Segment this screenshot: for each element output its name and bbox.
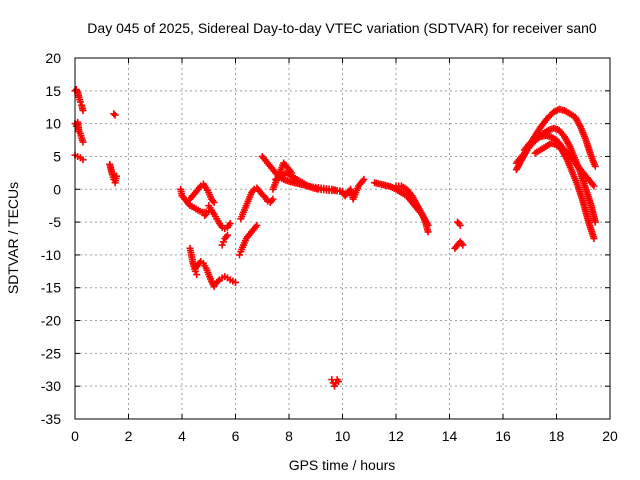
data-point <box>226 219 234 227</box>
y-tick-label: -25 <box>41 345 61 361</box>
y-tick-label: -5 <box>49 214 62 230</box>
x-tick-label: 4 <box>178 428 186 444</box>
y-tick-label: 15 <box>45 83 61 99</box>
y-tick-label: -10 <box>41 247 61 263</box>
y-tick-label: 0 <box>53 181 61 197</box>
x-tick-label: 14 <box>442 428 458 444</box>
y-tick-label: -20 <box>41 313 61 329</box>
x-tick-label: 2 <box>125 428 133 444</box>
data-point <box>424 228 432 236</box>
data-point <box>268 197 276 205</box>
data-point <box>459 241 467 249</box>
data-point <box>202 210 210 218</box>
x-tick-label: 8 <box>285 428 293 444</box>
data-point <box>79 138 87 146</box>
axis-ticks: 0 2 4 6 8 10 12 14 16 18 20 20 15 10 5 0 -5 -10 -15 -20 -25 -… <box>41 50 618 444</box>
data-point <box>590 182 598 190</box>
data-point <box>79 156 87 164</box>
data-point <box>236 251 244 259</box>
x-axis-label: GPS time / hours <box>289 457 396 473</box>
data-point <box>232 278 239 286</box>
y-tick-label: 5 <box>53 148 61 164</box>
data-point <box>110 110 118 118</box>
y-tick-label: 10 <box>45 116 61 132</box>
plot-frame <box>74 57 611 420</box>
chart-title: Day 045 of 2025, Sidereal Day-to-day VTE… <box>87 20 597 36</box>
data-point <box>219 238 227 246</box>
data-point <box>253 221 261 229</box>
x-tick-label: 10 <box>335 428 351 444</box>
data-point <box>591 162 599 170</box>
x-tick-label: 12 <box>388 428 404 444</box>
data-point <box>214 277 222 285</box>
x-tick-label: 18 <box>549 428 565 444</box>
y-tick-label: -35 <box>41 411 61 427</box>
x-tick-label: 16 <box>495 428 511 444</box>
data-point <box>330 382 338 390</box>
data-point <box>76 98 84 106</box>
data-point <box>334 378 342 386</box>
data-points <box>71 86 599 390</box>
y-tick-label: 20 <box>45 50 61 66</box>
data-point <box>210 198 218 206</box>
data-point <box>112 172 120 180</box>
data-point <box>221 235 229 242</box>
data-point <box>424 221 432 229</box>
data-point <box>590 235 598 242</box>
y-tick-label: -15 <box>41 280 61 296</box>
x-tick-label: 20 <box>602 428 618 444</box>
data-point <box>456 221 464 229</box>
y-axis-label: SDTVAR / TECUs <box>5 182 21 294</box>
data-point <box>591 218 599 226</box>
data-point <box>79 107 87 115</box>
data-point <box>111 111 119 119</box>
x-tick-label: 0 <box>71 428 79 444</box>
data-point <box>218 241 226 249</box>
grid <box>75 58 610 419</box>
y-tick-label: -30 <box>41 378 61 394</box>
data-point <box>201 212 209 220</box>
data-point <box>360 175 368 183</box>
x-tick-label: 6 <box>232 428 240 444</box>
data-point <box>193 271 201 279</box>
data-point <box>269 195 277 203</box>
